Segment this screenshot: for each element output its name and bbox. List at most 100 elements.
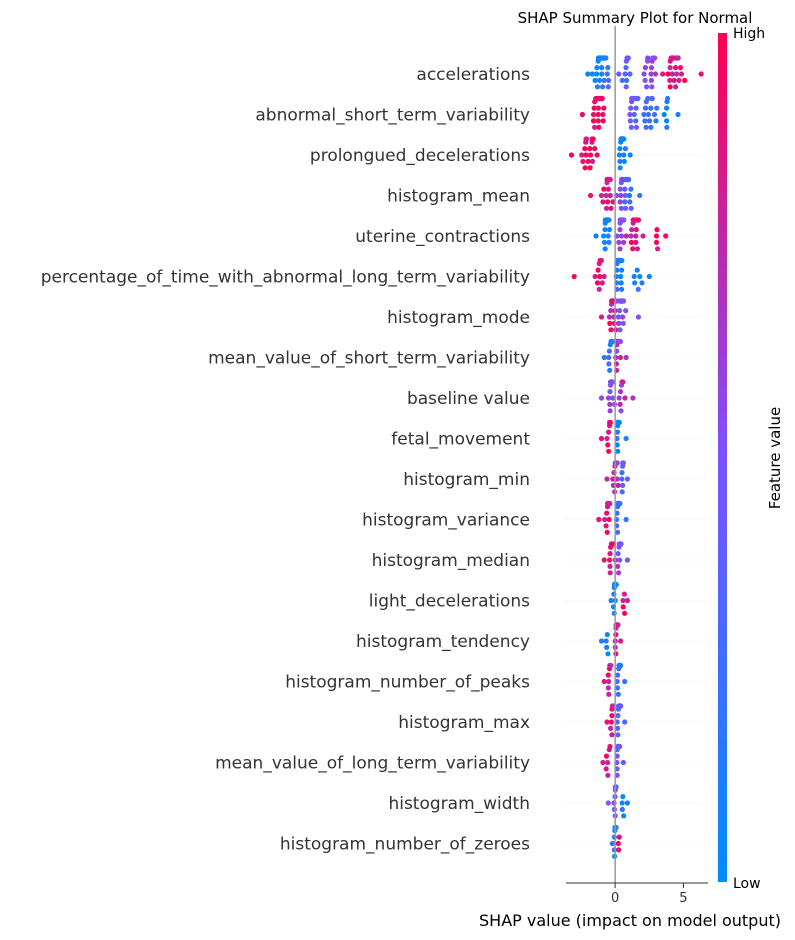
shap-point <box>598 257 605 264</box>
feature-label: histogram_number_of_zeroes <box>280 835 530 855</box>
shap-point <box>642 77 648 83</box>
shap-point <box>607 408 613 414</box>
shap-point <box>617 246 623 252</box>
shap-point <box>603 638 609 644</box>
shap-point <box>655 246 661 252</box>
shap-point <box>604 510 610 516</box>
feature-row: histogram_variance <box>362 500 708 535</box>
shap-point <box>648 65 655 71</box>
shap-point <box>622 395 628 401</box>
shap-point <box>609 713 615 719</box>
shap-point <box>675 111 681 118</box>
shap-point <box>602 246 608 252</box>
feature-row: uterine_contractions <box>355 217 708 252</box>
shap-point <box>604 476 610 482</box>
shap-point <box>634 246 641 252</box>
shap-point <box>617 158 623 164</box>
shap-point <box>618 662 624 669</box>
shap-point <box>645 95 651 102</box>
x-tick-label: 0 <box>611 891 619 906</box>
shap-point <box>614 685 621 691</box>
shap-point <box>633 124 640 130</box>
shap-point <box>615 725 621 732</box>
shap-point <box>628 205 634 211</box>
shap-point <box>640 233 646 239</box>
shap-point <box>623 308 629 314</box>
shap-point <box>653 239 660 245</box>
feature-label: histogram_mean <box>387 187 530 207</box>
shap-point <box>623 65 629 71</box>
feature-row: histogram_mean <box>387 176 708 211</box>
shap-point <box>623 435 629 442</box>
shap-point <box>621 136 627 142</box>
shap-point <box>629 227 635 233</box>
feature-row: histogram_width <box>388 784 708 819</box>
shap-point <box>601 105 607 111</box>
shap-point <box>615 314 621 320</box>
shap-point <box>601 273 607 280</box>
shap-point <box>609 338 616 345</box>
feature-row: fetal_movement <box>391 419 708 454</box>
shap-point <box>603 205 610 211</box>
shap-point <box>667 84 673 90</box>
shap-point <box>618 233 625 239</box>
shap-point <box>635 314 642 320</box>
colorbar <box>718 33 727 882</box>
shap-point <box>605 186 612 192</box>
shap-point <box>605 800 611 806</box>
shap-point <box>644 84 650 90</box>
shap-point <box>618 638 624 644</box>
shap-point <box>619 77 625 83</box>
shap-point <box>607 389 613 395</box>
shap-point <box>618 703 624 709</box>
shap-point <box>628 233 634 239</box>
shap-point <box>698 71 704 77</box>
shap-point <box>615 448 621 454</box>
shap-point <box>615 840 621 847</box>
shap-point <box>587 152 594 158</box>
shap-point <box>607 570 613 576</box>
shap-point <box>603 192 609 199</box>
feature-row: histogram_number_of_zeroes <box>280 824 708 859</box>
shap-point <box>630 246 636 252</box>
shap-point <box>618 273 624 280</box>
shap-point <box>605 395 612 401</box>
shap-point <box>600 759 606 766</box>
shap-point <box>667 77 673 83</box>
shap-point <box>599 65 605 71</box>
shap-point <box>633 118 639 124</box>
shap-point <box>610 199 616 205</box>
shap-point <box>600 111 606 118</box>
feature-label: histogram_tendency <box>356 632 530 652</box>
shap-point <box>613 784 619 790</box>
shap-point <box>645 111 652 118</box>
shap-point <box>605 672 611 678</box>
shap-point <box>606 354 612 361</box>
shap-point <box>664 118 670 124</box>
shap-point <box>590 136 596 142</box>
shap-point <box>674 71 680 77</box>
shap-point <box>609 840 616 847</box>
shap-point <box>592 124 598 130</box>
shap-point <box>648 124 654 130</box>
shap-point <box>667 65 673 71</box>
shap-point <box>617 338 624 345</box>
shap-point <box>622 678 628 685</box>
shap-point <box>651 111 658 118</box>
shap-point <box>637 192 643 199</box>
shap-point <box>604 632 610 638</box>
shap-point <box>617 199 623 205</box>
shap-point <box>619 257 625 264</box>
shap-point <box>627 71 633 77</box>
shap-point <box>635 217 642 223</box>
shap-point <box>632 280 638 286</box>
shap-point <box>637 273 643 280</box>
shap-point <box>672 65 679 71</box>
shap-point <box>606 516 612 523</box>
shap-point <box>615 732 621 738</box>
feature-label: mean_value_of_long_term_variability <box>215 754 530 774</box>
shap-point <box>615 563 621 570</box>
shap-point <box>628 186 634 192</box>
shap-point <box>618 408 624 414</box>
shap-point <box>616 847 622 853</box>
